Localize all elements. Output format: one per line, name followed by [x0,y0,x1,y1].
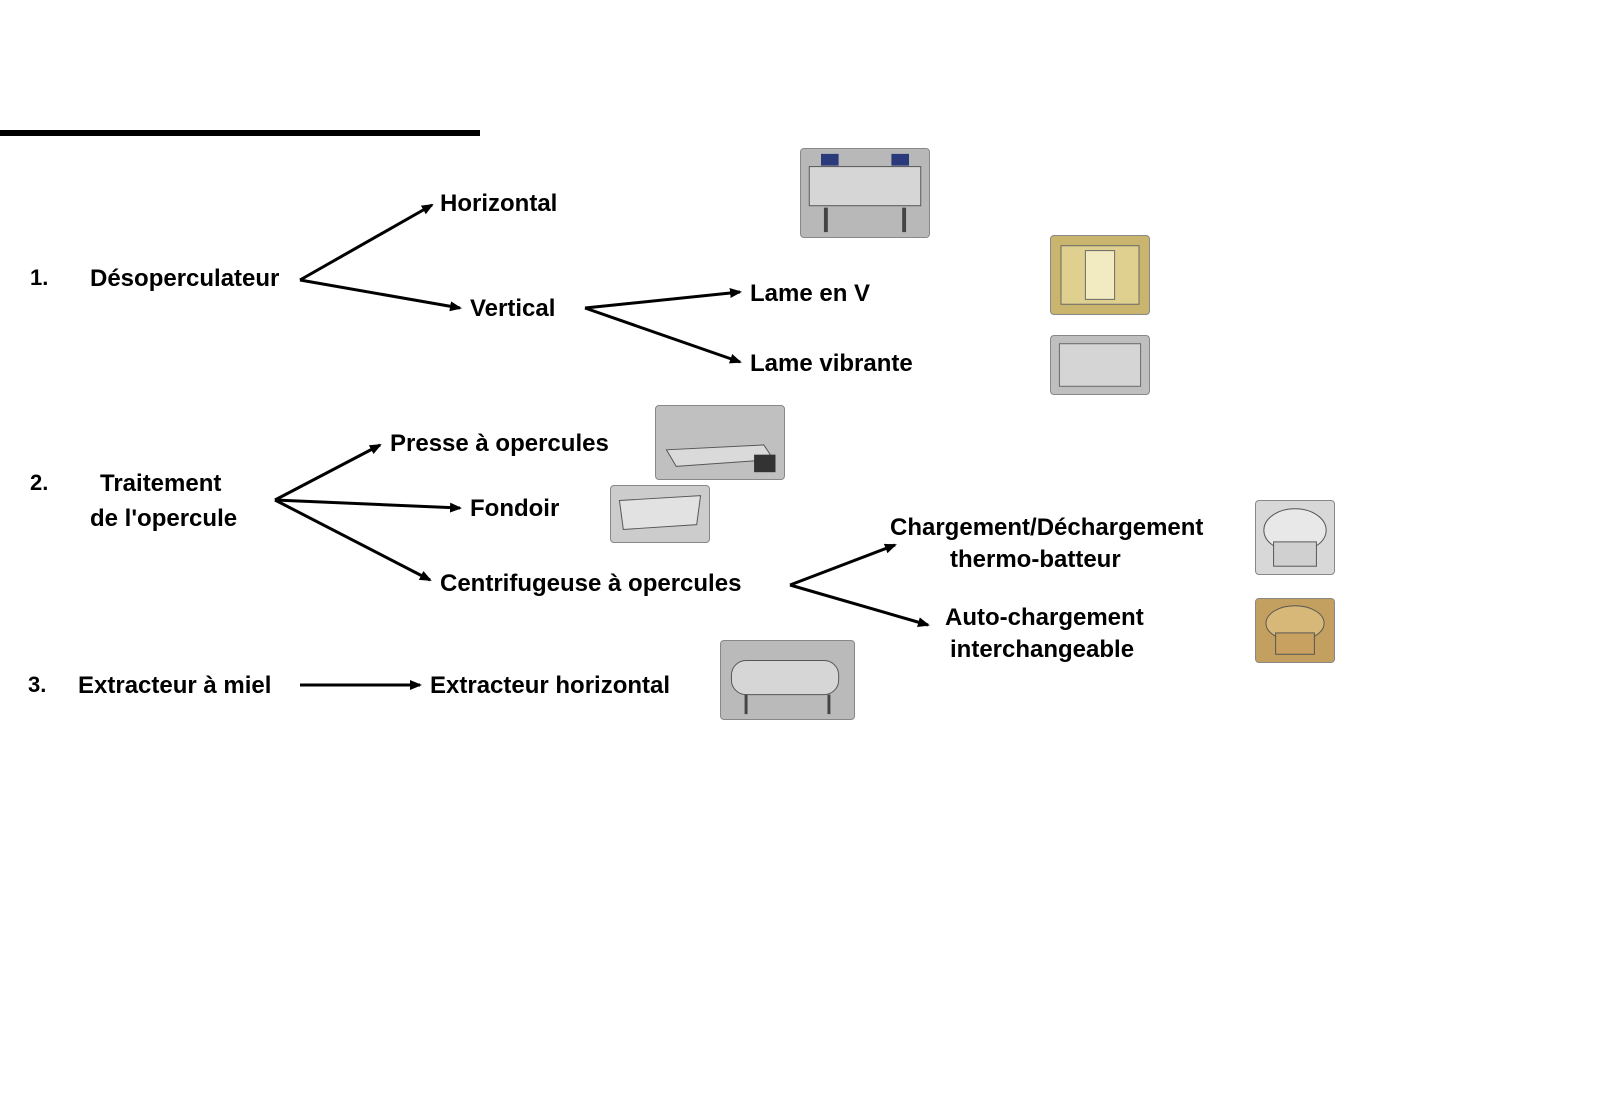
label-horizontal: Horizontal [440,190,557,218]
label-chargement-line1: Chargement/Déchargement [890,514,1203,542]
label-extracteur-miel: Extracteur à miel [78,672,271,700]
cappings-press-photo [655,405,785,480]
num-3: 3. [28,672,46,698]
uncapper-vertical-v-photo [1050,235,1150,315]
uncapper-vibrating-photo [1050,335,1150,395]
label-traitement-line2: de l'opercule [90,505,237,533]
label-auto-line1: Auto-chargement [945,604,1144,632]
label-auto-line2: interchangeable [950,636,1134,664]
label-traitement-line1: Traitement [100,470,221,498]
label-lame-v: Lame en V [750,280,870,308]
top-rule [0,130,480,136]
diagram-container: 1. Désoperculateur Horizontal Vertical L… [0,0,1600,1117]
label-chargement-line2: thermo-batteur [950,546,1121,574]
label-extracteur-horizontal: Extracteur horizontal [430,672,670,700]
num-1: 1. [30,265,48,291]
uncapper-horizontal-photo [800,148,930,238]
label-centrifugeuse: Centrifugeuse à opercules [440,570,741,598]
label-vertical: Vertical [470,295,555,323]
label-presse: Presse à opercules [390,430,609,458]
thermo-beater-photo [1255,500,1335,575]
num-2: 2. [30,470,48,496]
horizontal-extractor-photo [720,640,855,720]
label-fondoir: Fondoir [470,495,559,523]
auto-loader-photo [1255,598,1335,663]
label-desoperculateur: Désoperculateur [90,265,279,293]
label-lame-vibrante: Lame vibrante [750,350,913,378]
wax-melter-photo [610,485,710,543]
